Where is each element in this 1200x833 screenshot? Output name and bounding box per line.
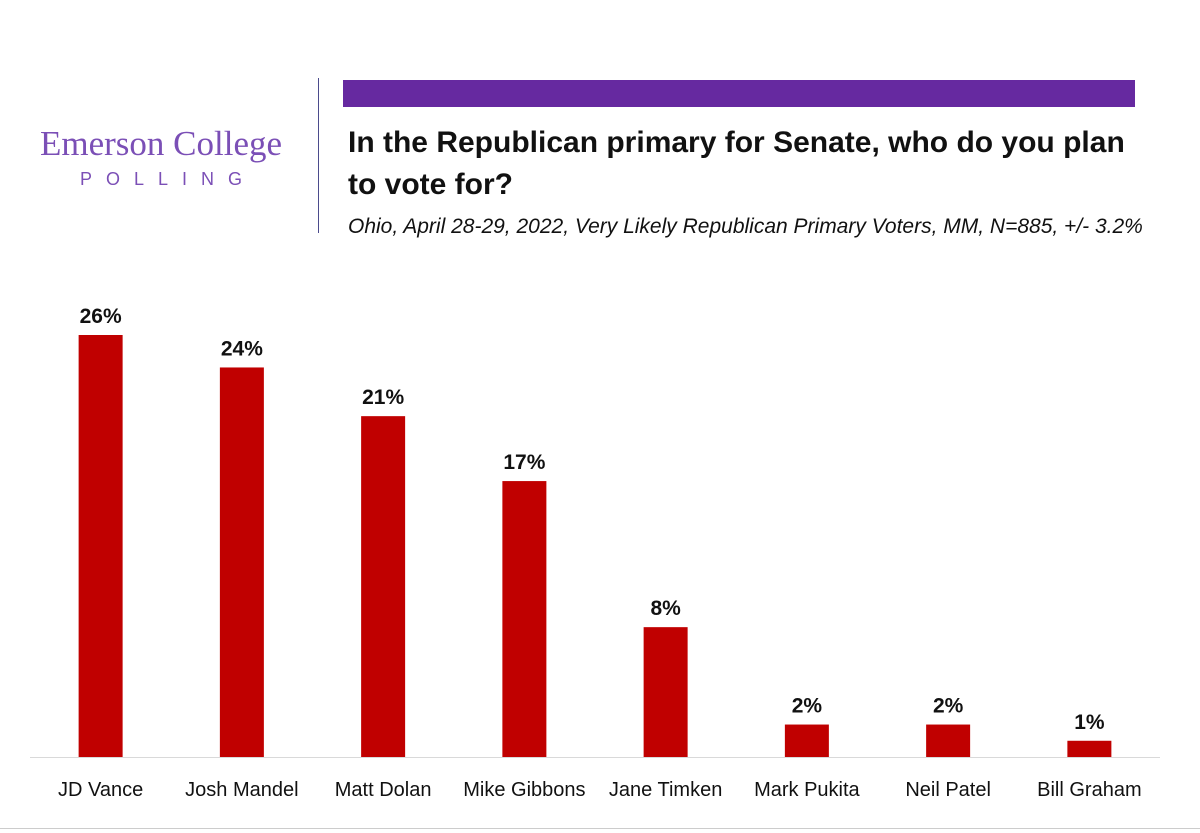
bar-4 — [502, 481, 547, 757]
data-label-6: 2% — [792, 695, 823, 718]
bar-8 — [1067, 740, 1112, 757]
data-label-3: 21% — [362, 386, 404, 409]
emerson-college-polling-logo: Emerson College POLLING — [20, 124, 302, 190]
bar-5 — [643, 627, 688, 757]
bar-chart: 26% JD Vance 24% Josh Mandel 21% Matt Dolan 17… — [30, 305, 1160, 801]
category-label-7: Neil Patel — [905, 779, 991, 801]
header-divider — [318, 78, 319, 233]
data-label-1: 26% — [80, 305, 122, 328]
header-accent-bar — [343, 80, 1135, 107]
category-label-5: Jane Timken — [609, 779, 722, 801]
chart-subtitle: Ohio, April 28-29, 2022, Very Likely Rep… — [348, 215, 1143, 238]
bar-1 — [78, 335, 123, 757]
data-label-5: 8% — [650, 597, 681, 620]
data-label-2: 24% — [221, 337, 263, 360]
logo-line-polling: POLLING — [79, 169, 257, 189]
data-label-4: 17% — [503, 451, 545, 474]
chart-title: In the Republican primary for Senate, wh… — [348, 126, 1125, 201]
logo-line-emerson-college: Emerson College — [39, 124, 283, 163]
bar-7 — [926, 724, 971, 757]
category-label-2: Josh Mandel — [185, 779, 298, 801]
data-label-8: 1% — [1074, 711, 1105, 734]
category-label-4: Mike Gibbons — [463, 779, 585, 801]
category-label-1: JD Vance — [58, 779, 143, 801]
category-label-6: Mark Pukita — [754, 779, 860, 801]
category-label-3: Matt Dolan — [335, 779, 432, 801]
bar-3 — [361, 416, 406, 757]
data-label-7: 2% — [933, 695, 964, 718]
bar-2 — [219, 367, 264, 757]
bar-6 — [784, 724, 829, 757]
bottom-border — [0, 828, 1200, 829]
category-label-8: Bill Graham — [1037, 779, 1141, 801]
